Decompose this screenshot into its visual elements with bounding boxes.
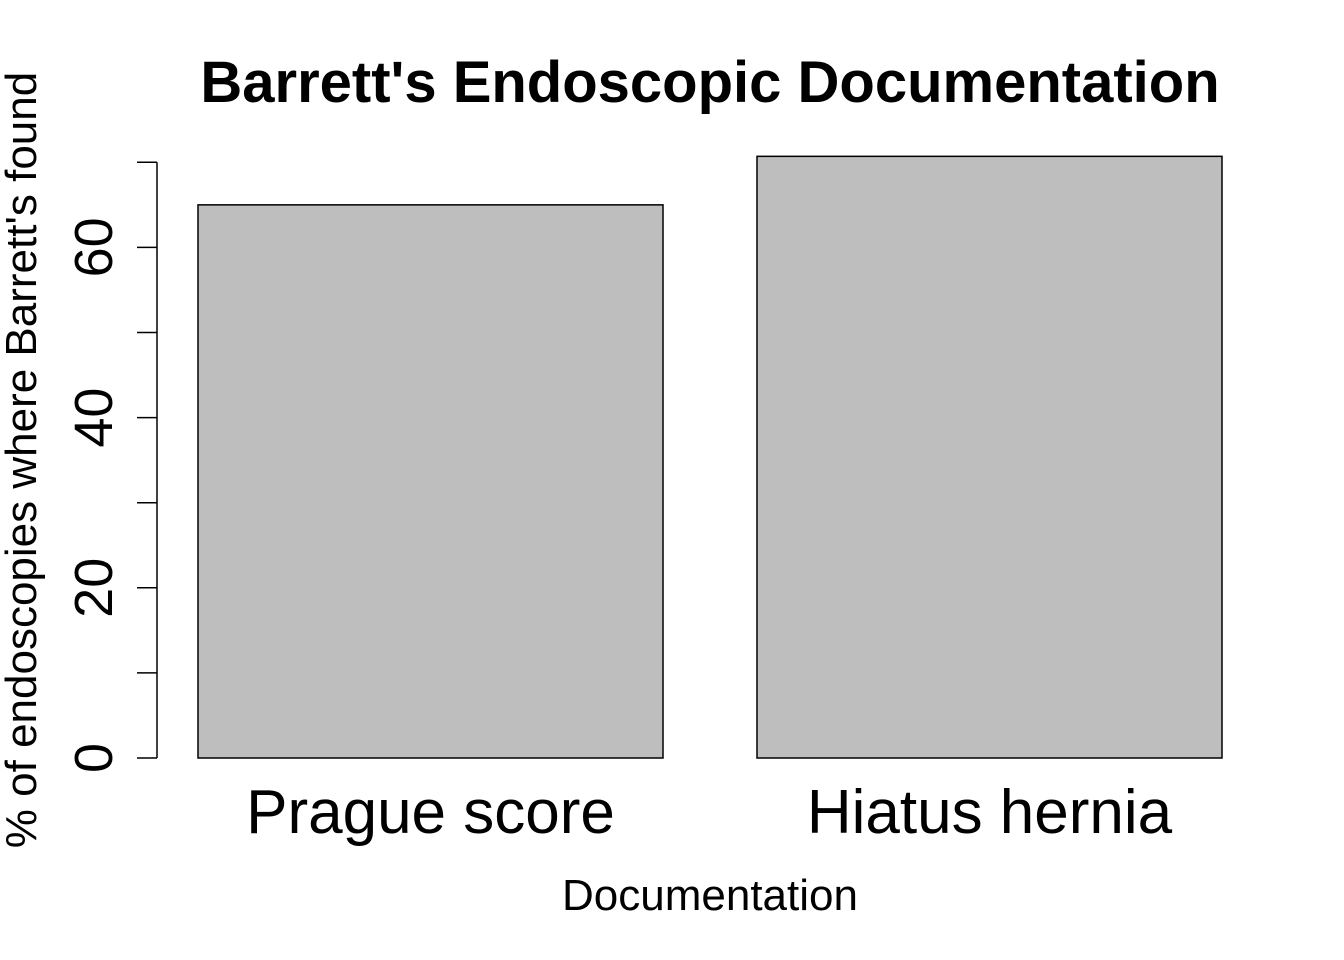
bars bbox=[197, 155, 1223, 759]
y-tick-label: 60 bbox=[64, 217, 124, 277]
x-axis-labels: Prague score Hiatus hernia bbox=[246, 778, 1173, 847]
y-tick-label: 0 bbox=[64, 743, 124, 773]
x-category-label: Hiatus hernia bbox=[807, 778, 1173, 847]
x-axis-title: Documentation bbox=[562, 871, 858, 920]
y-axis-title: % of endoscopies where Barrett's found bbox=[0, 72, 46, 848]
x-category-label: Prague score bbox=[246, 778, 615, 847]
y-tick-label: 40 bbox=[64, 388, 124, 448]
chart-title: Barrett's Endoscopic Documentation bbox=[200, 50, 1219, 115]
bar bbox=[756, 155, 1223, 759]
y-tick-label: 20 bbox=[64, 558, 124, 618]
y-axis: 0 20 40 60 bbox=[64, 161, 158, 773]
bar bbox=[197, 204, 664, 759]
